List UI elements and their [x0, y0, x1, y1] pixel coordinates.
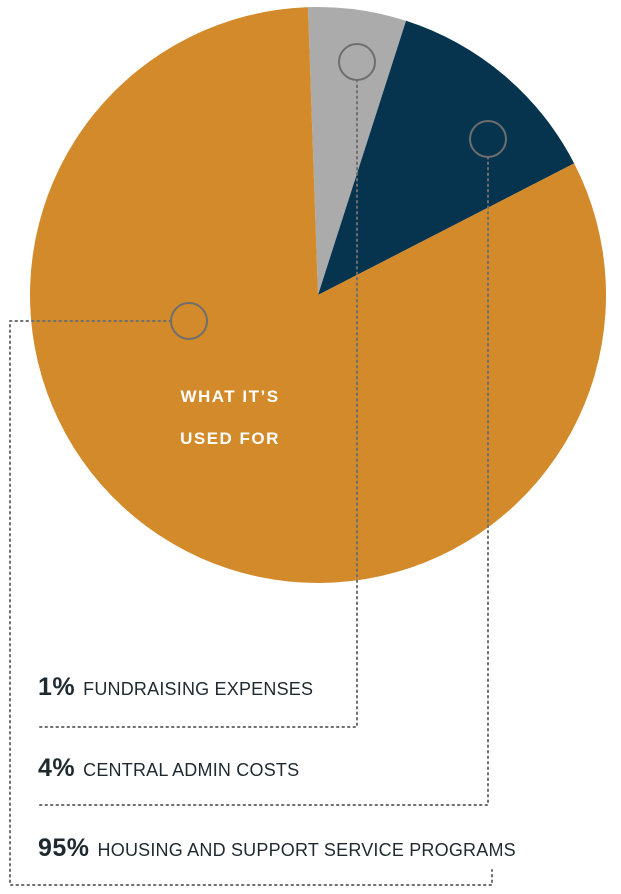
pie-slice-2	[318, 20, 575, 295]
legend-item-admin: 4% CENTRAL ADMIN COSTS	[38, 754, 299, 783]
legend-label: CENTRAL ADMIN COSTS	[83, 760, 300, 780]
slice-marker-1	[338, 43, 376, 81]
legend-percent: 95%	[38, 834, 90, 862]
legend-percent: 1%	[38, 673, 76, 701]
legend-item-housing: 95% HOUSING AND SUPPORT SERVICE PROGRAMS	[38, 834, 516, 863]
chart-title-line-1: WHAT IT’S	[180, 387, 279, 406]
legend-percent: 4%	[38, 754, 76, 782]
legend-label: FUNDRAISING EXPENSES	[83, 679, 314, 699]
legend-label: HOUSING AND SUPPORT SERVICE PROGRAMS	[97, 840, 516, 860]
pie-slice-3	[30, 7, 607, 584]
slice-marker-2	[469, 120, 507, 158]
leader-line-1	[37, 79, 358, 728]
leader-line-3	[9, 320, 493, 886]
chart-title-line-2: USED FOR	[180, 429, 280, 448]
leader-line-2	[37, 156, 489, 806]
slice-marker-3	[170, 302, 208, 340]
legend-item-fundraising: 1% FUNDRAISING EXPENSES	[38, 673, 313, 702]
